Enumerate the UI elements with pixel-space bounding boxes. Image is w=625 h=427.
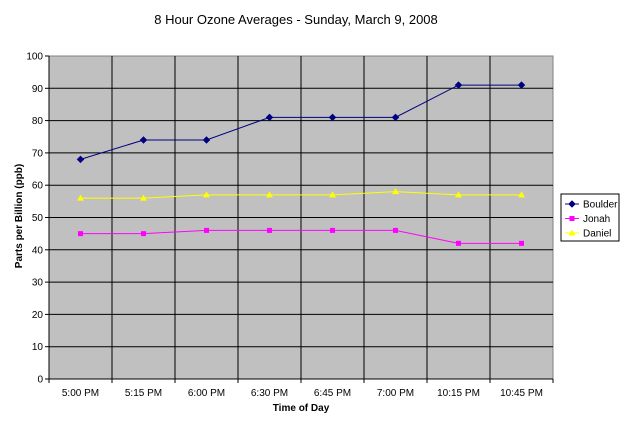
data-point-daniel <box>203 191 210 198</box>
data-point-jonah <box>330 227 335 233</box>
x-tick-label: 10:45 PM <box>500 388 543 399</box>
data-point-jonah <box>519 240 524 246</box>
x-tick-label: 6:45 PM <box>314 388 351 399</box>
data-point-boulder <box>454 81 463 89</box>
legend-item-daniel: Daniel <box>565 229 611 240</box>
x-tick-label: 7:00 PM <box>377 388 414 399</box>
data-point-boulder <box>328 113 337 122</box>
y-tick-label: 50 <box>32 213 44 224</box>
y-tick-label: 0 <box>37 375 43 386</box>
x-tick-label: 10:15 PM <box>437 388 480 399</box>
legend-label-boulder: Boulder <box>583 200 618 211</box>
legend-item-boulder: Boulder <box>565 200 618 211</box>
data-point-daniel <box>266 191 273 198</box>
data-point-daniel <box>140 194 147 201</box>
data-point-boulder <box>139 136 148 144</box>
x-axis-title: Time of Day <box>273 403 330 414</box>
data-point-boulder <box>76 155 85 164</box>
legend: Boulder Jonah Daniel <box>560 193 620 242</box>
y-tick-label: 80 <box>32 116 44 127</box>
data-point-jonah <box>141 231 146 237</box>
chart-title: 8 Hour Ozone Averages - Sunday, March 9,… <box>154 12 438 27</box>
legend-swatch-marker <box>569 216 575 221</box>
data-point-daniel <box>77 194 84 201</box>
data-point-jonah <box>78 231 83 237</box>
y-tick-label: 60 <box>32 181 44 192</box>
data-point-daniel <box>455 191 462 198</box>
legend-label-daniel: Daniel <box>583 229 611 240</box>
data-point-daniel <box>518 191 525 198</box>
plot-area <box>48 55 554 380</box>
x-tick-label: 6:30 PM <box>251 388 288 399</box>
series-jonah <box>78 227 524 246</box>
series-line-boulder <box>80 84 522 160</box>
data-point-jonah <box>204 227 209 233</box>
y-tick-label: 40 <box>32 245 44 256</box>
data-point-boulder <box>391 113 400 122</box>
series-line-daniel <box>80 191 522 199</box>
x-axis-ticks: 5:00 PM 5:15 PM 6:00 PM 6:30 PM 6:45 PM 7:00 … <box>48 379 554 399</box>
y-tick-label: 70 <box>32 148 44 159</box>
data-point-boulder <box>517 81 526 89</box>
legend-swatch-marker <box>568 229 576 236</box>
x-tick-label: 6:00 PM <box>188 388 225 399</box>
y-tick-label: 100 <box>26 52 43 63</box>
x-tick-label: 5:00 PM <box>62 388 99 399</box>
y-tick-label: 30 <box>32 278 44 289</box>
y-axis-title: Parts per Billion (ppb) <box>14 164 25 268</box>
series-daniel <box>77 188 525 201</box>
y-tick-label: 90 <box>32 84 44 95</box>
data-point-daniel <box>392 188 399 195</box>
data-point-boulder <box>202 136 211 144</box>
series-boulder <box>76 81 526 164</box>
data-point-jonah <box>393 227 398 233</box>
data-point-jonah <box>456 240 461 246</box>
data-point-boulder <box>265 113 274 122</box>
y-tick-label: 10 <box>32 342 44 353</box>
x-tick-label: 5:15 PM <box>125 388 162 399</box>
legend-label-jonah: Jonah <box>583 214 610 225</box>
series-line-jonah <box>80 229 522 244</box>
data-point-daniel <box>329 191 336 198</box>
data-point-jonah <box>267 227 272 233</box>
legend-swatch-marker <box>568 200 576 208</box>
y-tick-label: 20 <box>32 310 44 321</box>
legend-item-jonah: Jonah <box>565 214 610 225</box>
series-layer <box>76 81 526 246</box>
y-axis-ticks: 0 10 20 30 40 50 60 70 80 90 100 <box>26 52 49 386</box>
